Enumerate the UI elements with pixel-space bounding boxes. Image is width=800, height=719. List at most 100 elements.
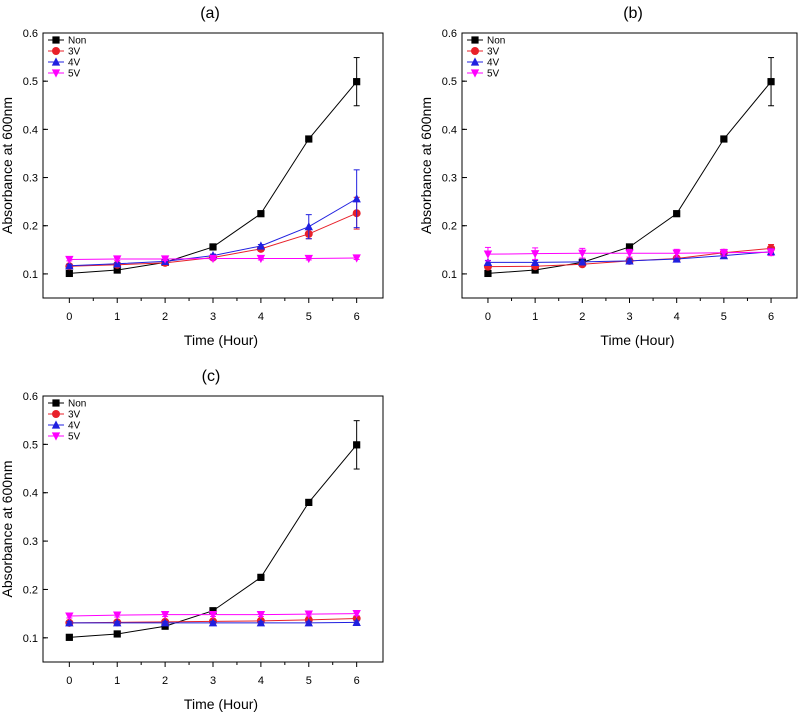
data-point	[256, 254, 266, 264]
x-tick-label: 0	[66, 311, 72, 323]
x-tick-label: 5	[306, 311, 312, 323]
data-point	[578, 257, 587, 266]
chart-panel-1: (b) 0.1 0.2 0.3 0.4 0.5 0.6 0 1 2 3 4 5 6 Time (Hour) A…	[418, 5, 798, 348]
y-tick-label: 0.4	[442, 124, 457, 136]
data-point	[304, 254, 313, 264]
series-4v	[65, 617, 361, 627]
data-point	[113, 630, 121, 638]
data-point	[720, 135, 728, 143]
data-point	[305, 135, 313, 143]
legend-label: Non	[487, 36, 505, 47]
data-point	[256, 241, 266, 250]
data-point	[484, 269, 492, 278]
data-point	[625, 256, 634, 265]
y-tick-label: 0.1	[442, 269, 457, 281]
y-axis-title: Absorbance at 600nm	[0, 461, 15, 598]
data-point	[160, 618, 170, 627]
x-tick-label: 6	[354, 311, 360, 323]
x-tick-label: 1	[532, 311, 538, 323]
y-tick-label: 0.3	[23, 536, 38, 548]
data-point	[625, 249, 634, 258]
legend-label: 4V	[68, 421, 81, 432]
data-point	[257, 210, 265, 218]
data-point	[353, 78, 361, 86]
x-tick-label: 5	[306, 675, 312, 687]
x-tick-label: 0	[66, 675, 72, 687]
x-tick-label: 6	[768, 311, 774, 323]
x-tick-label: 4	[674, 311, 680, 323]
data-point	[208, 254, 218, 264]
data-point	[160, 611, 170, 620]
y-tick-label: 0.5	[442, 76, 457, 88]
x-tick-label: 4	[258, 675, 264, 687]
data-point	[209, 243, 217, 251]
data-point	[113, 255, 122, 264]
data-point	[65, 269, 73, 278]
x-tick-label: 6	[354, 675, 360, 687]
y-tick-label: 0.2	[23, 221, 38, 233]
x-tick-label: 2	[579, 311, 585, 323]
y-tick-label: 0.1	[23, 269, 38, 281]
y-tick-label: 0.6	[23, 28, 38, 40]
x-tick-label: 1	[114, 311, 120, 323]
x-tick-label: 1	[114, 675, 120, 687]
data-point	[483, 257, 493, 266]
series-non	[484, 57, 775, 278]
data-point	[719, 249, 729, 258]
x-tick-label: 2	[162, 311, 168, 323]
legend-label: 4V	[68, 58, 81, 69]
data-point	[530, 250, 540, 259]
series-non	[65, 57, 361, 278]
data-point	[578, 249, 587, 258]
data-point	[672, 249, 681, 258]
data-point	[113, 266, 121, 274]
x-tick-label: 0	[485, 311, 491, 323]
data-point	[256, 611, 266, 620]
data-point	[352, 254, 361, 263]
data-point	[483, 250, 493, 259]
y-tick-label: 0.3	[23, 173, 38, 185]
chart-panel-0: (a) 0.1 0.2 0.3 0.4 0.5 0.6 0 1 2 3 4 5 6 Time (Hour) A…	[0, 5, 384, 348]
y-tick-label: 0.2	[23, 584, 38, 596]
legend-marker	[470, 69, 480, 78]
data-point	[625, 243, 634, 251]
legend-marker	[52, 36, 60, 44]
data-point	[257, 573, 265, 581]
data-point	[305, 498, 313, 506]
data-point	[352, 610, 361, 619]
x-axis-title: Time (Hour)	[184, 696, 258, 712]
legend-label: 5V	[68, 69, 81, 80]
y-tick-label: 0.6	[23, 391, 38, 403]
y-tick-label: 0.4	[23, 488, 38, 500]
legend-marker	[51, 57, 61, 66]
data-point	[304, 618, 313, 627]
data-point	[65, 255, 74, 265]
data-point	[256, 618, 266, 627]
x-tick-label: 3	[626, 311, 632, 323]
data-point	[65, 618, 74, 627]
panel-label: (a)	[200, 5, 220, 22]
y-tick-label: 0.3	[442, 173, 457, 185]
data-point	[113, 611, 122, 620]
data-point	[113, 618, 122, 627]
y-tick-label: 0.5	[23, 439, 38, 451]
data-point	[304, 610, 313, 619]
legend-marker	[51, 69, 61, 78]
x-tick-label: 3	[210, 675, 216, 687]
legend-marker	[470, 57, 480, 66]
legend-marker	[52, 399, 60, 407]
series-4v	[65, 169, 361, 270]
chart-panel-2: (c) 0.1 0.2 0.3 0.4 0.5 0.6 0 1 2 3 4 5 6 Time (Hour) A…	[0, 368, 384, 712]
legend-label: 5V	[68, 432, 81, 443]
x-tick-label: 5	[721, 311, 727, 323]
legend-marker	[52, 47, 60, 55]
legend-label: Non	[68, 36, 86, 47]
legend-label: 4V	[487, 58, 500, 69]
data-point	[65, 633, 73, 641]
data-point	[352, 617, 361, 626]
legend-marker	[51, 432, 61, 441]
legend-marker	[471, 36, 479, 44]
x-tick-label: 2	[162, 675, 168, 687]
